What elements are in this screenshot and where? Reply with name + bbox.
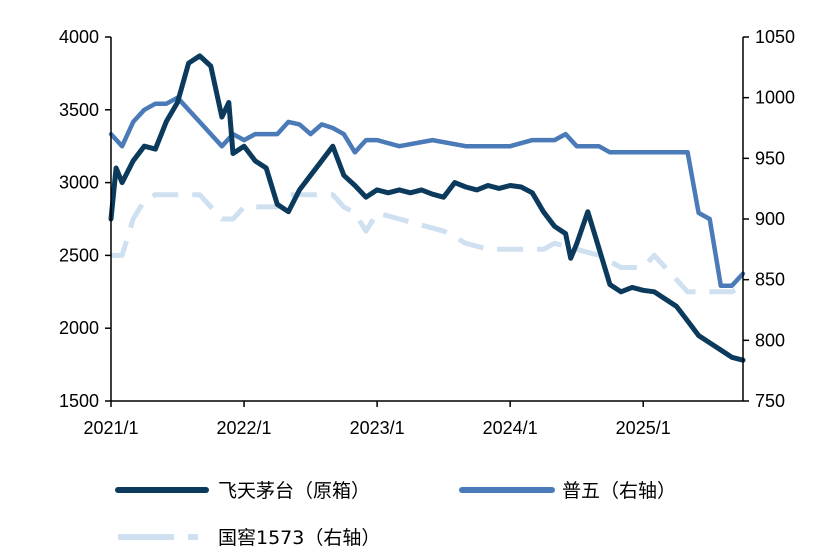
x-axis-ticks: 2021/1 2022/1 2023/1 2024/1 2025/1	[83, 401, 671, 438]
axes	[110, 37, 744, 402]
right-tick-label: 750	[755, 391, 785, 411]
series-line-2	[108, 95, 746, 288]
left-tick-label: 3500	[59, 100, 99, 120]
plot-series	[108, 53, 746, 363]
x-tick-label: 2021/1	[83, 418, 138, 438]
right-tick-label: 900	[755, 209, 785, 229]
right-tick-label: 850	[755, 270, 785, 290]
right-tick-label: 1000	[755, 88, 795, 108]
left-tick-label: 2000	[59, 318, 99, 338]
legend-label-2: 普五（右轴）	[562, 480, 676, 502]
right-axis-ticks: 750 800 850 900 950 1000 1050	[743, 27, 795, 411]
x-tick-label: 2023/1	[350, 418, 405, 438]
x-tick-label: 2022/1	[217, 418, 272, 438]
legend-label-1: 飞天茅台（原箱）	[218, 480, 370, 502]
series-line-3	[111, 192, 745, 295]
left-tick-label: 4000	[59, 27, 99, 47]
left-tick-label: 3000	[59, 173, 99, 193]
right-tick-label: 800	[755, 330, 785, 350]
left-axis-ticks: 1500 2000 2500 3000 3500 4000	[59, 27, 111, 411]
x-tick-label: 2025/1	[616, 418, 671, 438]
left-tick-label: 1500	[59, 391, 99, 411]
legend-label-3: 国窖1573（右轴）	[218, 527, 380, 549]
left-tick-label: 2500	[59, 245, 99, 265]
legend: 飞天茅台（原箱） 普五（右轴） 国窖1573（右轴）	[115, 480, 676, 549]
right-tick-label: 1050	[755, 27, 795, 47]
right-tick-label: 950	[755, 148, 785, 168]
series-line-1	[108, 53, 746, 363]
x-tick-label: 2024/1	[483, 418, 538, 438]
